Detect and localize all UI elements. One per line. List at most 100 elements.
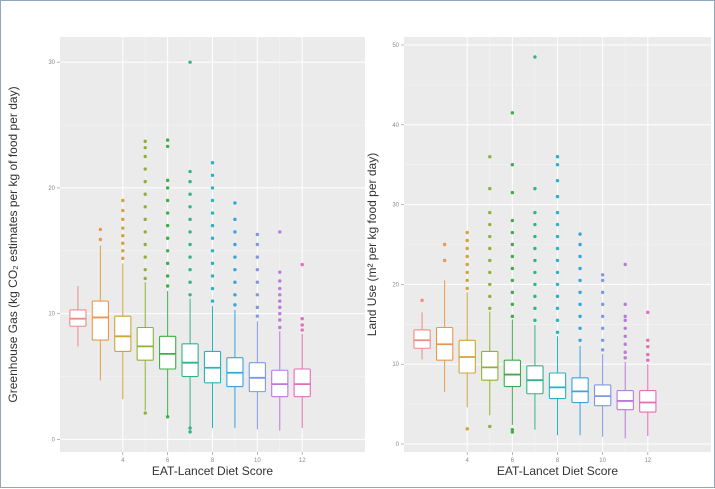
outlier-point <box>646 338 650 342</box>
outlier-point <box>98 237 103 242</box>
x-tick-label: 8 <box>211 458 215 464</box>
outlier-point <box>210 211 215 215</box>
outlier-point <box>188 192 192 196</box>
outlier-point <box>278 318 282 322</box>
outlier-point <box>278 279 282 283</box>
outlier-point <box>121 208 125 213</box>
outlier-point <box>465 262 469 267</box>
outlier-point <box>255 314 260 318</box>
x-axis-title: EAT-Lancet Diet Score <box>152 464 273 478</box>
outlier-point <box>278 270 282 274</box>
outlier-point <box>143 139 147 144</box>
outlier-point <box>165 144 170 149</box>
outlier-point <box>420 298 424 303</box>
outlier-point <box>121 226 125 230</box>
outlier-point <box>143 154 147 159</box>
box-iqr <box>481 350 499 381</box>
outlier-point <box>188 293 192 297</box>
outlier-point <box>165 178 170 183</box>
box-score-8 <box>203 161 222 429</box>
x-axis-title: EAT-Lancet Diet Score <box>497 464 618 478</box>
outlier-point <box>143 255 147 259</box>
box-iqr <box>413 329 431 349</box>
outlier-point <box>233 280 237 284</box>
outlier-point <box>300 316 304 321</box>
outlier-point <box>121 241 125 245</box>
box-score-10 <box>593 273 612 437</box>
outlier-point <box>510 242 515 247</box>
outlier-point <box>465 230 469 235</box>
outlier-point <box>188 230 192 234</box>
outlier-point <box>600 338 605 342</box>
outlier-point <box>533 186 537 191</box>
box-score-3 <box>91 227 109 381</box>
outlier-point <box>488 258 492 263</box>
outlier-point <box>555 246 560 251</box>
outlier-point <box>255 280 260 284</box>
y-tick-label: 20 <box>48 186 55 192</box>
outlier-point <box>555 270 560 275</box>
outlier-point <box>555 282 560 287</box>
outlier-point <box>210 223 215 228</box>
outlier-point <box>255 242 260 247</box>
box-score-2 <box>69 286 87 347</box>
outlier-point <box>488 234 492 239</box>
outlier-point <box>210 286 215 291</box>
outlier-point <box>623 350 627 354</box>
outlier-point <box>555 194 560 199</box>
box-iqr <box>114 315 132 352</box>
outlier-point <box>488 222 492 227</box>
outlier-point <box>646 358 650 362</box>
outlier-point <box>278 325 282 330</box>
outlier-point <box>165 261 170 266</box>
outlier-point <box>165 274 170 278</box>
outlier-point <box>578 314 582 319</box>
outlier-point <box>233 255 237 259</box>
outlier-point <box>623 334 627 338</box>
outlier-point <box>510 278 515 283</box>
outlier-point <box>165 284 170 288</box>
outlier-point <box>188 280 192 284</box>
x-tick-label: 8 <box>556 458 560 464</box>
box-score-12 <box>639 310 657 437</box>
outlier-point <box>165 186 170 190</box>
outlier-point <box>255 232 260 237</box>
outlier-point <box>646 352 650 357</box>
outlier-point <box>188 169 192 174</box>
outlier-point <box>578 254 582 259</box>
outlier-point <box>188 205 192 209</box>
outlier-point <box>578 302 582 307</box>
outlier-point <box>578 290 582 295</box>
outlier-point <box>121 198 125 203</box>
outlier-point <box>533 318 537 323</box>
box-score-5 <box>481 155 499 429</box>
outlier-point <box>442 242 447 247</box>
box-score-4 <box>458 230 476 431</box>
outlier-point <box>510 430 515 434</box>
outlier-point <box>165 236 170 240</box>
outlier-point <box>255 267 260 272</box>
x-tick-label: 10 <box>254 458 261 464</box>
outlier-point <box>121 256 125 261</box>
outlier-point <box>143 230 147 234</box>
outlier-point <box>488 282 492 287</box>
outlier-point <box>188 242 192 247</box>
y-tick-label: 30 <box>48 60 55 66</box>
outlier-point <box>600 273 605 277</box>
outlier-point <box>555 318 560 323</box>
outlier-point <box>165 198 170 203</box>
x-tick-label: 10 <box>599 458 606 464</box>
y-tick-label: 30 <box>392 203 399 209</box>
outlier-point <box>555 234 560 239</box>
outlier-point <box>98 227 103 232</box>
outlier-point <box>465 278 469 283</box>
outlier-point <box>188 179 192 184</box>
outlier-point <box>488 294 492 299</box>
outlier-point <box>255 255 260 259</box>
x-tick-label: 12 <box>299 458 306 464</box>
outlier-point <box>510 111 515 115</box>
outlier-point <box>578 278 582 283</box>
y-tick-label: 0 <box>396 442 400 448</box>
y-tick-label: 40 <box>392 123 399 129</box>
